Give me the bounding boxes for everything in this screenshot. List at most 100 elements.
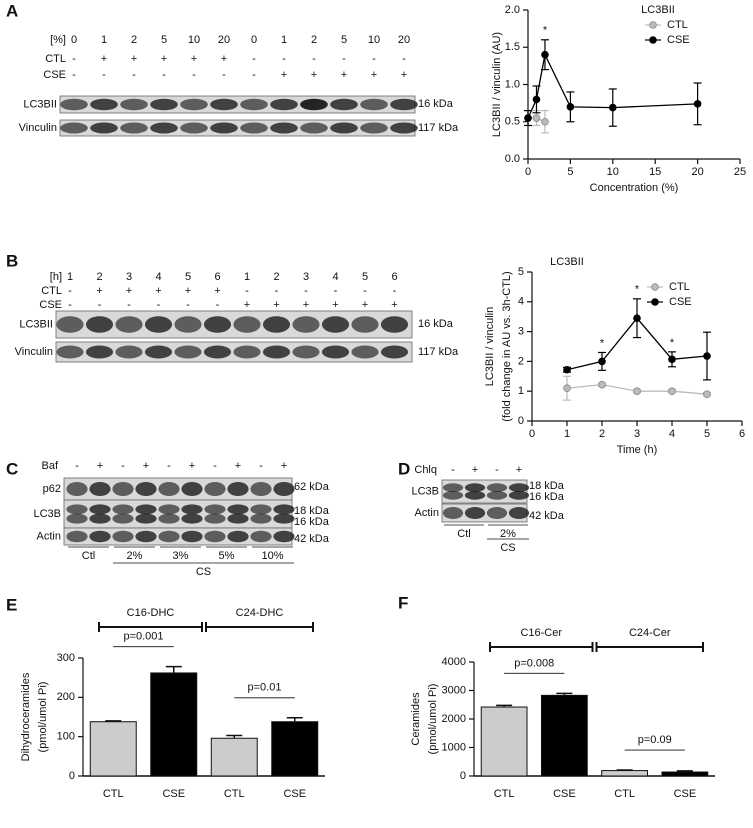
kda-label: 117 kDa (418, 346, 459, 358)
lane-label: 2 (273, 271, 279, 283)
blot-band (112, 530, 134, 543)
treatment-mark: + (311, 69, 317, 81)
treatment-mark: + (472, 464, 478, 476)
treatment-mark: + (281, 69, 287, 81)
panel-letter: D (398, 459, 410, 478)
treatment-mark: - (259, 460, 263, 472)
kda-label: 16 kDa (418, 318, 454, 330)
blot-header: Chlq (414, 464, 437, 476)
blot-band (262, 316, 291, 333)
data-point (608, 103, 617, 112)
data-point (524, 114, 532, 122)
treatment-mark: - (132, 69, 136, 81)
group-label: 2% (127, 550, 143, 562)
y-axis-label: (fold change in AU vs. 3h-CTL) (501, 271, 513, 421)
legend-marker (649, 21, 657, 29)
blot-band (351, 345, 379, 359)
blot-band (158, 482, 180, 496)
annotation: * (670, 337, 675, 349)
chart-title: LC3BII (641, 4, 675, 16)
blot-band (60, 122, 88, 134)
lane-label: 20 (218, 34, 230, 46)
blot-band (380, 345, 409, 359)
legend-label: CTL (669, 281, 690, 293)
lane-label: 5 (161, 34, 167, 46)
treatment-mark: + (235, 460, 241, 472)
blot-band (66, 482, 88, 496)
lane-label: 5 (341, 34, 347, 46)
treatment-mark: - (342, 53, 346, 65)
blot-band (464, 483, 486, 493)
blot-band (66, 504, 88, 515)
kda-label: 16 kDa (294, 516, 330, 528)
data-point (703, 352, 711, 360)
treatment-mark: - (393, 285, 397, 297)
blot-band (60, 98, 88, 111)
data-point (598, 380, 606, 389)
y-tick-label: 2.0 (505, 4, 520, 16)
lane-label: 1 (67, 271, 73, 283)
blot-band (240, 98, 268, 111)
group-label: Ctl (82, 550, 95, 562)
blot-band (227, 530, 249, 543)
group-label: C16-DHC (127, 607, 175, 619)
bar (271, 721, 319, 777)
treatment-mark: + (155, 285, 161, 297)
y-tick-label: 100 (57, 731, 75, 743)
blot-band (390, 122, 418, 134)
data-point (668, 387, 676, 396)
treatment-mark: + (185, 285, 191, 297)
blot-band (321, 345, 350, 359)
kda-label: 16 kDa (529, 491, 565, 503)
treatment-mark: - (372, 53, 376, 65)
blot-band (85, 345, 114, 359)
band-label: LC3B (411, 485, 439, 497)
treatment-mark: + (101, 53, 107, 65)
blot-band (210, 122, 238, 134)
panel-letter: B (6, 251, 18, 270)
blot-band (112, 504, 134, 515)
treatment-mark: - (252, 53, 256, 65)
blot-band (292, 345, 320, 359)
blot-band (330, 122, 358, 134)
treatment-mark: - (304, 285, 308, 297)
treatment-mark: - (72, 53, 76, 65)
y-tick-label: 5 (518, 266, 524, 278)
band-label: LC3BII (19, 318, 53, 330)
data-point (633, 387, 641, 396)
treatment-mark: + (189, 460, 195, 472)
data-point (633, 314, 641, 322)
x-tick-label: 6 (739, 428, 745, 440)
lane-label: 1 (281, 34, 287, 46)
annotation: * (600, 337, 605, 349)
blot-band (112, 482, 134, 496)
lane-label: 4 (155, 271, 161, 283)
blot-band (300, 122, 328, 134)
treatment-mark: - (312, 53, 316, 65)
data-point (668, 355, 676, 364)
legend-marker (649, 36, 657, 44)
blot-band (135, 513, 157, 524)
blot-band (89, 513, 111, 524)
blot-band (204, 504, 226, 515)
blot-band (181, 482, 203, 496)
x-tick-label: CSE (162, 788, 185, 800)
treatment-mark: - (186, 299, 190, 311)
lane-label: 0 (71, 34, 77, 46)
blot-band (240, 122, 268, 134)
lane-label: 6 (214, 271, 220, 283)
group-label: 5% (219, 550, 235, 562)
blot-band (115, 316, 143, 333)
blot-band (150, 98, 178, 111)
treatment-mark: - (222, 69, 226, 81)
blot-band (181, 504, 203, 515)
blot-band (262, 345, 291, 359)
blot-band (270, 98, 298, 111)
blot-band (135, 482, 157, 496)
treatment-mark: - (213, 460, 217, 472)
data-point (541, 50, 549, 59)
y-tick-label: 0.0 (505, 153, 520, 165)
blot-band (135, 530, 157, 543)
blot-band (158, 504, 180, 515)
